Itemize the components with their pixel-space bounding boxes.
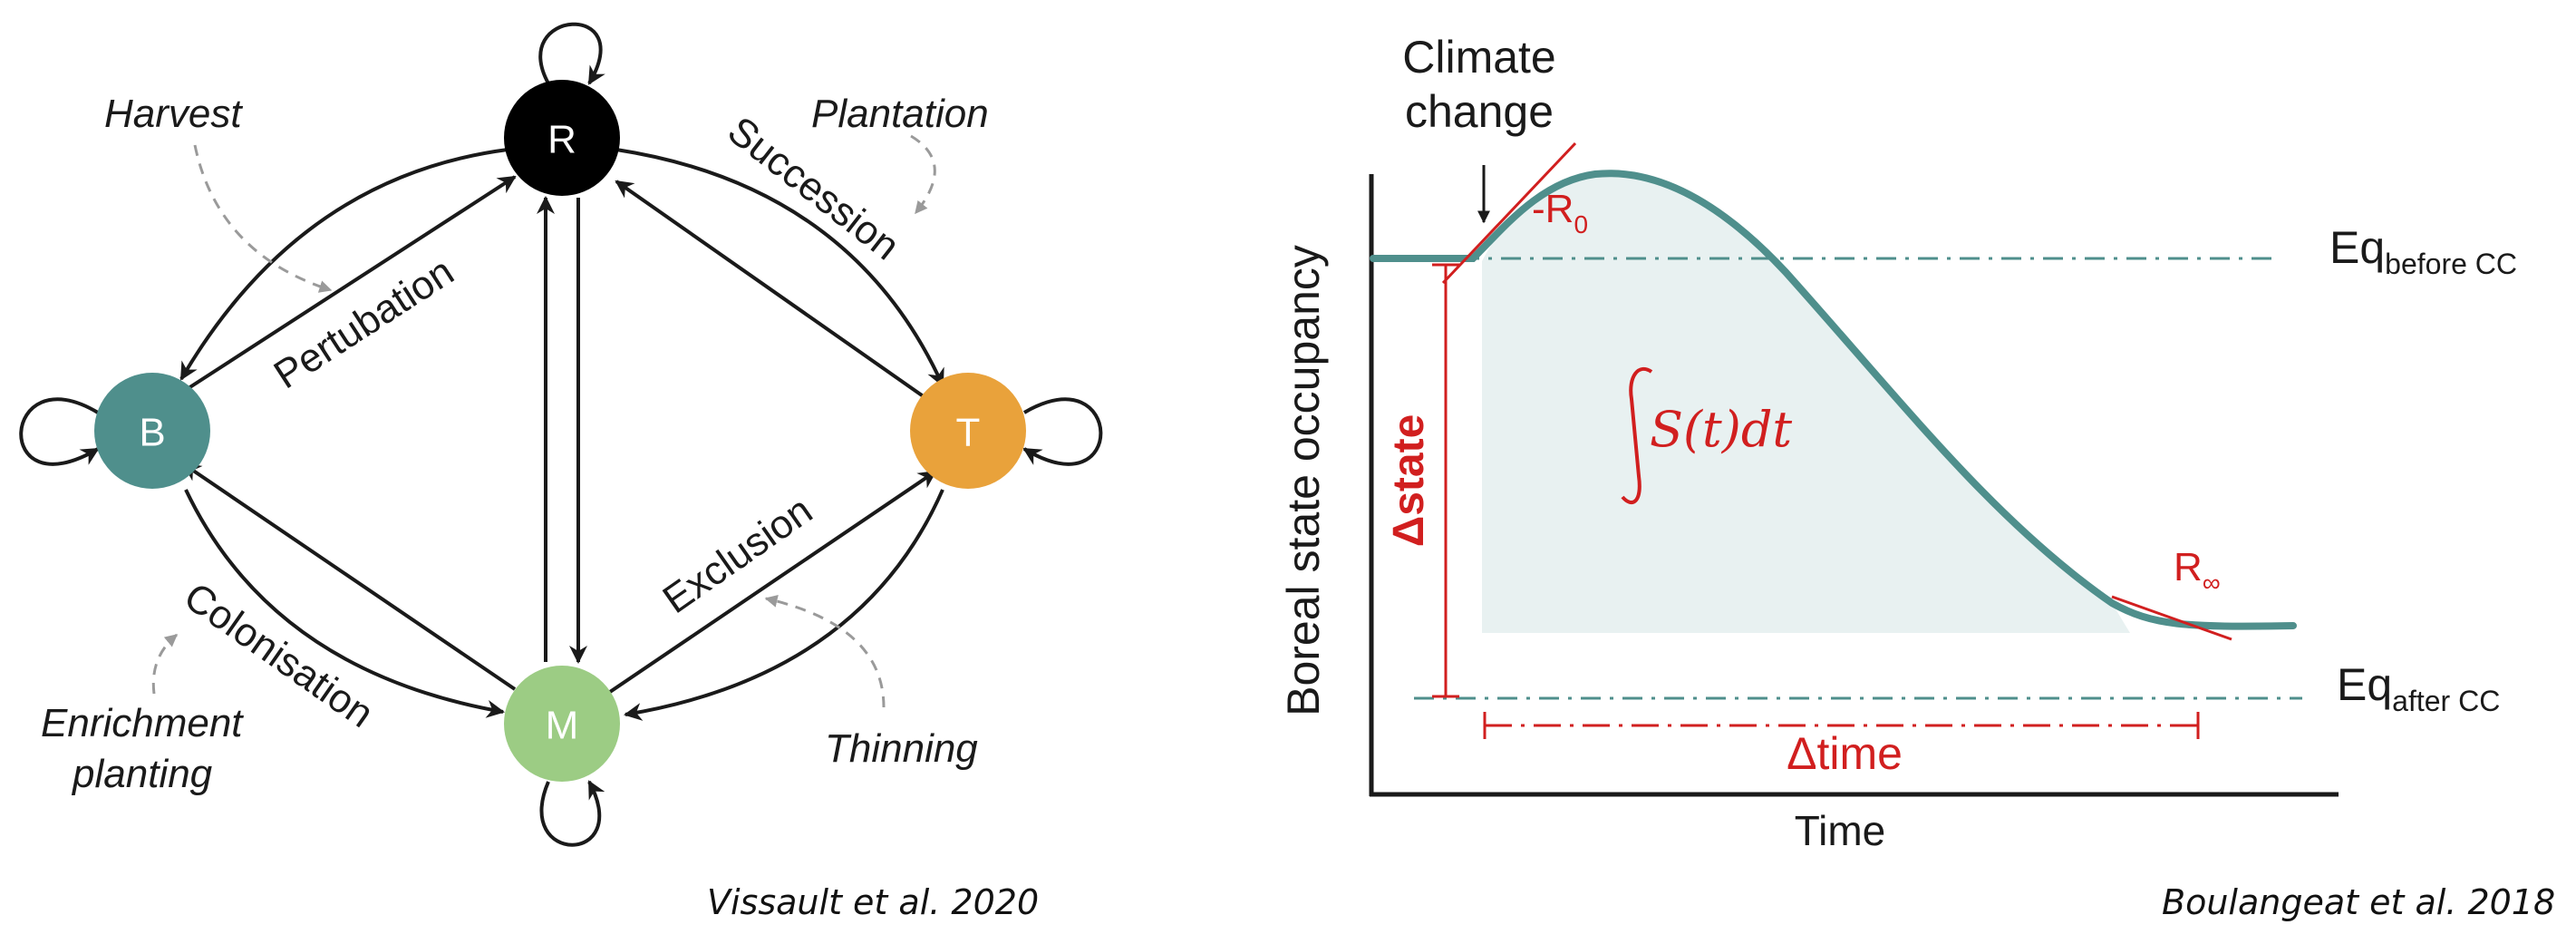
node-r-label: R [547, 118, 576, 162]
occupancy-curve [1370, 170, 2297, 630]
state-transition-diagram [19, 22, 1103, 847]
delta-time-label: Δtime [1787, 728, 1903, 779]
right-citation: Boulangeat et al. 2018 [2162, 882, 2555, 922]
node-t-label: T [956, 411, 981, 455]
arrow-t-to-m [624, 489, 944, 721]
arrow-m-to-t [605, 470, 937, 696]
self-loop-m [539, 780, 605, 847]
self-loop-b [19, 397, 100, 466]
arrow-r-to-t [615, 148, 944, 387]
self-loop-r [538, 22, 605, 85]
arrow-t-to-r [615, 180, 935, 405]
rinf-main: R [2174, 545, 2203, 589]
node-b: B [94, 373, 210, 489]
node-r: R [504, 80, 620, 196]
x-axis-label: Time [1795, 807, 1886, 854]
eq-after-sub: after CC [2392, 685, 2500, 717]
arrow-b-to-m [184, 489, 505, 718]
climate-change-label-line2: change [1405, 86, 1554, 137]
arrow-b-to-r [187, 175, 517, 390]
integral-area [1482, 173, 2130, 633]
r0-label: -R0 [1532, 187, 1588, 238]
delta-state-label: Δstate [1385, 414, 1433, 548]
rinf-label: R∞ [2174, 545, 2221, 597]
enrichment-label-line1: Enrichment [41, 701, 244, 745]
arrow-m-to-b [182, 462, 517, 691]
rinf-sub: ∞ [2203, 569, 2221, 597]
rinf-tangent [2111, 595, 2232, 641]
eq-before-main: Eq [2329, 222, 2385, 273]
response-plot [1369, 141, 2339, 797]
node-t: T [910, 373, 1026, 489]
harvest-arrow [193, 144, 333, 293]
thinning-arrow [764, 595, 886, 708]
plantation-arrow [910, 134, 936, 215]
self-loop-t [1022, 397, 1103, 466]
plantation-label: Plantation [811, 92, 989, 136]
integral-label: S(t)dt [1650, 401, 1792, 458]
exclusion-label: Exclusion [655, 488, 820, 622]
eq-before-sub: before CC [2385, 248, 2517, 280]
arrow-r-to-b [179, 148, 508, 381]
r0-sub: 0 [1574, 210, 1588, 238]
y-axis-label: Boreal state occupancy [1278, 245, 1329, 716]
integral-sign [1621, 366, 1653, 504]
node-m: M [504, 666, 620, 782]
eq-after-main: Eq [2337, 659, 2392, 710]
node-b-label: B [139, 411, 165, 455]
pertubation-label: Pertubation [266, 249, 461, 398]
eq-after-label: Eqafter CC [2337, 659, 2500, 717]
enrichment-arrow [151, 633, 179, 695]
node-m-label: M [546, 704, 579, 748]
enrichment-label-line2: planting [71, 752, 213, 796]
r0-tangent [1441, 141, 1577, 285]
r0-prefix: -R [1532, 187, 1574, 231]
eq-before-label: Eqbefore CC [2329, 222, 2517, 280]
left-citation: Vissault et al. 2020 [707, 882, 1039, 922]
climate-change-label-line1: Climate [1402, 32, 1555, 83]
harvest-label: Harvest [104, 92, 243, 136]
thinning-label: Thinning [825, 726, 978, 771]
